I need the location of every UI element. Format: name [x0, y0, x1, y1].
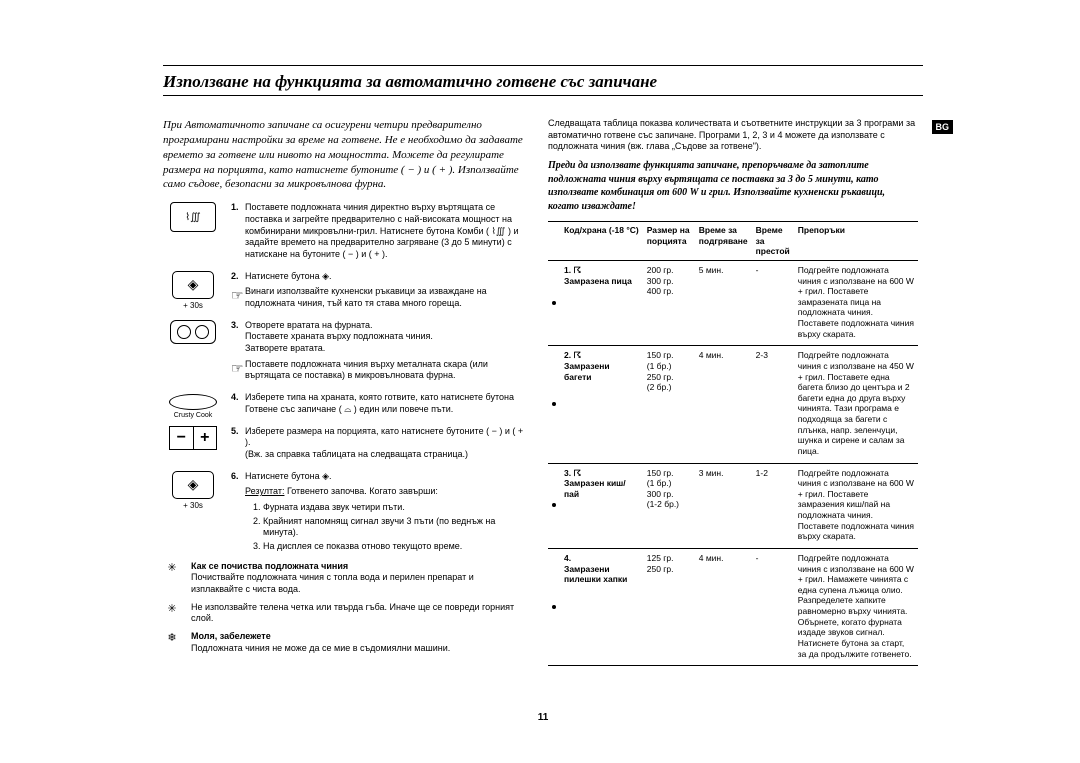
table-row: 3. ☈Замразен киш/пай150 гр. (1 бр.) 300 … [548, 463, 918, 548]
note-block: ✳ Как се почиства подложната чиния Почис… [163, 561, 528, 596]
col-reheat: Време за подгряване [695, 222, 752, 261]
page-title: Използване на функцията за автоматично г… [163, 70, 923, 95]
right-column: Следващата таблица показва количествата … [548, 118, 918, 666]
table-header-row: Код/храна (-18 °C) Размер на порцията Вр… [548, 222, 918, 261]
plusminus-icon: −+ [163, 426, 223, 465]
note-symbol-icon: ❄ [163, 631, 181, 654]
step-row: ⌇∭ 1.Поставете подложната чиния директно… [163, 202, 528, 264]
left-column: При Автоматичното запичане са осигурени … [163, 118, 528, 666]
result-list: Фурната издава звук четири пъти. Крайния… [231, 502, 528, 553]
table-row: 4.Замразени пилешки хапки125 гр. 250 гр.… [548, 548, 918, 665]
right-emphasis-text: Преди да използвате функцията запичане, … [548, 159, 918, 213]
step-body: 5.Изберете размера на порцията, като нат… [231, 426, 528, 465]
step-body: 4.Изберете типа на храната, която готвит… [231, 392, 528, 419]
step-body: 6.Натиснете бутона ◈. Резултат: Готвенет… [231, 471, 528, 555]
note-symbol-icon: ✳ [163, 561, 181, 596]
step-body: 1.Поставете подложната чиния директно въ… [231, 202, 528, 264]
title-rule-bottom [163, 95, 923, 96]
step-body: 2.Натиснете бутона ◈. ☞Винаги използвайт… [231, 271, 528, 314]
step-row: −+ 5.Изберете размера на порцията, като … [163, 426, 528, 465]
step-row: ◈ + 30s 2.Натиснете бутона ◈. ☞Винаги из… [163, 271, 528, 314]
cooking-table: Код/храна (-18 °C) Размер на порцията Вр… [548, 221, 918, 666]
step-row: 3.Отворете вратата на фурната. Поставете… [163, 320, 528, 386]
food-icon [163, 320, 223, 386]
table-row: 2. ☈Замразени багети150 гр. (1 бр.) 250 … [548, 346, 918, 463]
col-code: Код/храна (-18 °C) [560, 222, 643, 261]
col-rec: Препоръки [794, 222, 918, 261]
note-block: ✳ Не използвайте телена четка или твърда… [163, 602, 528, 625]
step-body: 3.Отворете вратата на фурната. Поставете… [231, 320, 528, 386]
two-column-layout: При Автоматичното запичане са осигурени … [163, 118, 923, 666]
title-rule-top [163, 65, 923, 66]
right-intro-text: Следващата таблица показва количествата … [548, 118, 918, 153]
pointer-icon: ☞ [231, 359, 245, 377]
pointer-icon: ☞ [231, 286, 245, 304]
table-row: 1. ☈Замразена пица200 гр. 300 гр. 400 гр… [548, 260, 918, 345]
step-row: Crusty Cook 4.Изберете типа на храната, … [163, 392, 528, 419]
note-block: ❄ Моля, забележете Подложната чиния не м… [163, 631, 528, 654]
step-row: ◈ + 30s 6.Натиснете бутона ◈. Резултат: … [163, 471, 528, 555]
plate-icon: Crusty Cook [163, 392, 223, 419]
start-icon: ◈ + 30s [163, 271, 223, 314]
note-symbol-icon: ✳ [163, 602, 181, 625]
left-intro-text: При Автоматичното запичане са осигурени … [163, 118, 528, 192]
combi-icon: ⌇∭ [163, 202, 223, 264]
start-icon: ◈ + 30s [163, 471, 223, 555]
col-size: Размер на порцията [643, 222, 695, 261]
page-container: Използване на функцията за автоматично г… [163, 65, 923, 705]
col-stand: Време за престой [752, 222, 794, 261]
page-number: 11 [538, 712, 549, 723]
language-badge: BG [932, 120, 954, 134]
